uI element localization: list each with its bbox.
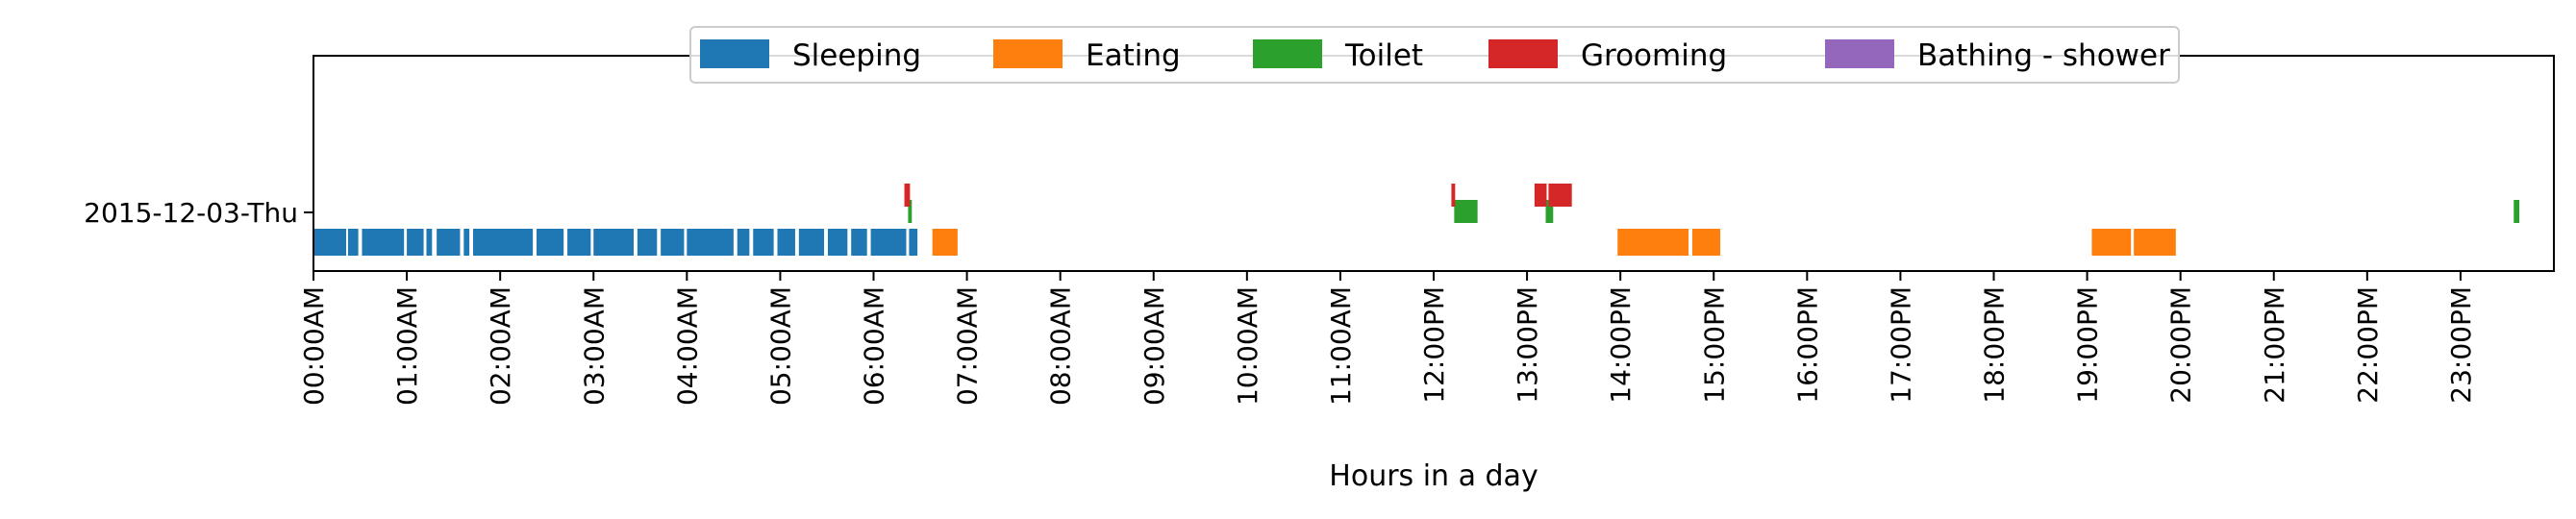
bar-sleeping-4 <box>426 229 433 256</box>
bar-sleeping-0 <box>313 229 346 256</box>
bar-sleeping-14 <box>737 229 750 256</box>
bar-sleeping-2 <box>362 229 405 256</box>
legend-label: Eating <box>1086 38 1181 73</box>
bar-sleeping-5 <box>437 229 461 256</box>
x-tick-label: 08:00AM <box>1045 286 1077 406</box>
legend-swatch <box>1825 39 1894 68</box>
bar-sleeping-3 <box>407 229 424 256</box>
x-axis-label: Hours in a day <box>1329 459 1538 493</box>
bar-sleeping-19 <box>851 229 867 256</box>
x-tick-label: 06:00AM <box>859 286 890 406</box>
x-axis: 00:00AM 01:00AM 02:00AM 03:00AM 04:00AM 05:00… <box>298 271 2477 406</box>
legend-label: Bathing - shower <box>1917 38 2170 73</box>
y-tick-label: 2015-12-03-Thu <box>84 197 298 229</box>
x-tick-label: 09:00AM <box>1138 286 1170 406</box>
bar-sleeping-17 <box>798 229 825 256</box>
x-tick-label: 13:00PM <box>1512 286 1543 404</box>
bar-eating-1 <box>1617 229 1689 256</box>
x-tick-label: 03:00AM <box>578 286 610 406</box>
x-tick-label: 20:00PM <box>2165 286 2197 404</box>
x-tick-label: 00:00AM <box>298 286 330 406</box>
bar-sleeping-13 <box>687 229 734 256</box>
x-tick-label: 17:00PM <box>1885 286 1916 404</box>
bar-sleeping-20 <box>870 229 907 256</box>
bar-sleeping-9 <box>567 229 591 256</box>
legend-swatch <box>1253 39 1322 68</box>
bar-grooming-2 <box>1534 184 1547 207</box>
bar-sleeping-8 <box>537 229 564 256</box>
bar-sleeping-10 <box>593 229 634 256</box>
bar-grooming-0 <box>904 184 911 207</box>
x-tick-label: 01:00AM <box>391 286 423 406</box>
bar-toilet-3 <box>2513 200 2520 223</box>
x-tick-label: 18:00PM <box>1979 286 2011 404</box>
x-tick-label: 12:00PM <box>1418 286 1450 404</box>
x-tick-label: 04:00AM <box>671 286 703 406</box>
bar-sleeping-12 <box>661 229 685 256</box>
bar-sleeping-7 <box>473 229 534 256</box>
bar-sleeping-21 <box>909 229 918 256</box>
legend-swatch <box>700 39 769 68</box>
x-tick-label: 10:00AM <box>1232 286 1263 406</box>
bar-sleeping-18 <box>827 229 848 256</box>
legend-label: Toilet <box>1344 38 1423 73</box>
x-tick-label: 16:00PM <box>1791 286 1823 404</box>
bar-eating-2 <box>1691 229 1721 256</box>
bar-eating-0 <box>932 229 958 256</box>
x-tick-label: 02:00AM <box>485 286 516 406</box>
x-tick-label: 19:00PM <box>2072 286 2104 404</box>
bar-eating-3 <box>2091 229 2132 256</box>
bar-eating-4 <box>2134 229 2176 256</box>
legend-label: Sleeping <box>792 38 921 73</box>
x-tick-label: 21:00PM <box>2259 286 2290 404</box>
y-axis: 2015-12-03-Thu <box>84 197 313 229</box>
bar-sleeping-15 <box>753 229 774 256</box>
x-tick-label: 05:00AM <box>764 286 796 406</box>
legend-swatch <box>1488 39 1558 68</box>
bar-toilet-1 <box>1454 200 1478 223</box>
bar-grooming-3 <box>1548 184 1572 207</box>
x-tick-label: 14:00PM <box>1605 286 1637 404</box>
bar-toilet-0 <box>908 200 913 223</box>
x-tick-label: 15:00PM <box>1698 286 1730 404</box>
x-tick-label: 11:00AM <box>1325 286 1357 406</box>
bar-sleeping-1 <box>347 229 359 256</box>
bar-sleeping-16 <box>777 229 795 256</box>
legend-swatch <box>993 39 1063 68</box>
x-tick-label: 23:00PM <box>2445 286 2477 404</box>
x-tick-label: 07:00AM <box>952 286 984 406</box>
bar-toilet-2 <box>1545 200 1554 223</box>
legend-label: Grooming <box>1581 38 1727 73</box>
bar-sleeping-11 <box>637 229 658 256</box>
bar-sleeping-6 <box>463 229 470 256</box>
bar-grooming-1 <box>1451 184 1456 207</box>
legend: Sleeping Eating Toilet Grooming Bathing - sh… <box>689 26 2180 84</box>
bars-layer <box>313 184 2520 256</box>
x-tick-label: 22:00PM <box>2352 286 2384 404</box>
